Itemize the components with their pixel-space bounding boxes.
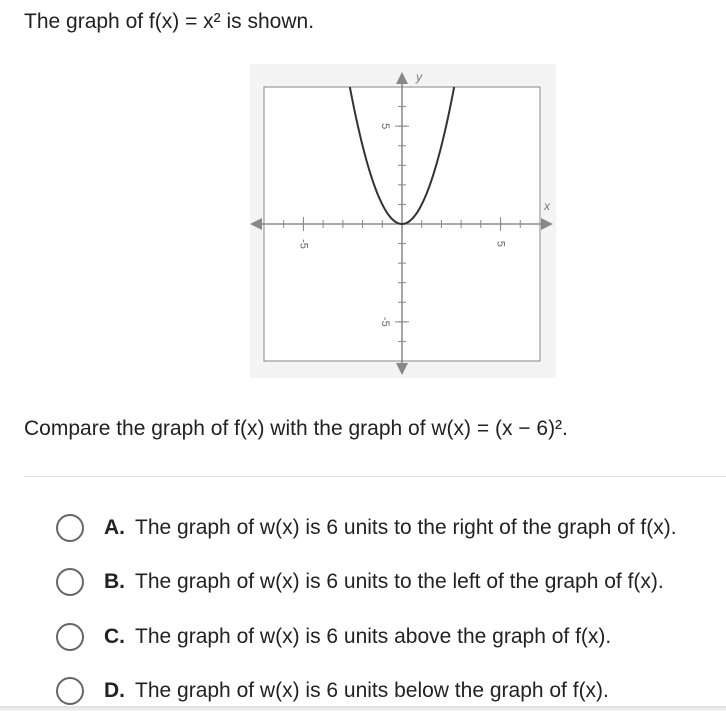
option-text: The graph of w(x) is 6 units to the righ… xyxy=(135,516,677,539)
option-letter: B. xyxy=(104,570,125,594)
arrow xyxy=(541,218,553,230)
radio-button[interactable] xyxy=(56,568,84,597)
option[interactable]: D. The graph of w(x) is 6 units below the… xyxy=(56,676,609,706)
y-axis-label: y xyxy=(415,70,423,84)
prompt: The graph of f(x) = x² is shown. xyxy=(24,10,315,33)
y-tick-label: 5 xyxy=(379,123,391,129)
compare-text: Compare the graph of f(x) with the graph… xyxy=(24,417,568,440)
parabola xyxy=(348,86,456,226)
option[interactable]: A. The graph of w(x) is 6 units to the ri… xyxy=(56,513,677,543)
option[interactable]: B. The graph of w(x) is 6 units to the le… xyxy=(56,567,664,597)
divider xyxy=(24,476,726,477)
x-tick-label: -5 xyxy=(298,239,310,249)
option-text: The graph of w(x) is 6 units above the g… xyxy=(135,624,612,648)
y-tick-label: -5 xyxy=(379,317,391,327)
radio-button[interactable] xyxy=(56,622,84,651)
x-tick-label: 5 xyxy=(495,241,507,247)
option-letter: C. xyxy=(104,624,125,648)
radio-button[interactable] xyxy=(56,676,84,705)
option[interactable]: C. The graph of w(x) is 6 units above the… xyxy=(56,622,611,652)
option-letter: D. xyxy=(104,678,125,702)
arrow xyxy=(396,363,408,375)
graph: -5 5 -5 5 x y xyxy=(250,70,553,375)
option-text: The graph of w(x) is 6 units below the g… xyxy=(135,678,609,702)
arrow xyxy=(250,218,262,230)
option-letter: A. xyxy=(104,516,125,539)
x-axis-label: x xyxy=(543,199,551,213)
bottom-shadow xyxy=(0,706,726,711)
arrow xyxy=(396,72,408,84)
radio-button[interactable] xyxy=(56,514,84,542)
option-text: The graph of w(x) is 6 units to the left… xyxy=(135,570,664,594)
